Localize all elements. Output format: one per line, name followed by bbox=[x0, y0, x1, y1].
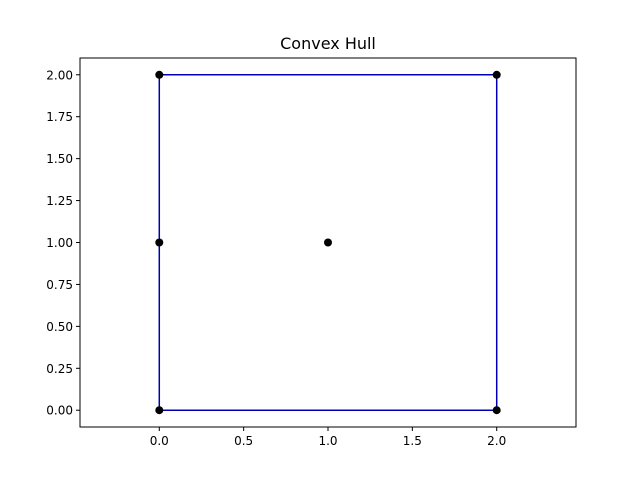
data-point bbox=[155, 70, 164, 79]
x-tick-label: 0.0 bbox=[150, 434, 169, 448]
y-tick-label: 1.50 bbox=[46, 152, 73, 166]
y-tick-label: 1.00 bbox=[46, 236, 73, 250]
axis-ticks: 0.0 0.5 1.0 1.5 2.0 0.00 0.25 0.50 0.75 1.00 1.25 1… bbox=[46, 68, 506, 448]
y-tick-label: 0.75 bbox=[46, 278, 73, 292]
data-point bbox=[155, 238, 164, 247]
y-tick-label: 0.50 bbox=[46, 320, 73, 334]
chart-title: Convex Hull bbox=[280, 34, 376, 53]
x-tick-label: 0.5 bbox=[234, 434, 253, 448]
points-layer bbox=[155, 70, 501, 415]
x-tick-label: 2.0 bbox=[487, 434, 506, 448]
data-point bbox=[492, 70, 501, 79]
y-tick-label: 0.00 bbox=[46, 404, 73, 418]
y-tick-label: 1.25 bbox=[46, 194, 73, 208]
data-point bbox=[155, 406, 164, 415]
x-tick-label: 1.0 bbox=[318, 434, 337, 448]
y-tick-label: 0.25 bbox=[46, 362, 73, 376]
y-tick-label: 1.75 bbox=[46, 110, 73, 124]
data-point bbox=[324, 238, 332, 247]
hull-layer bbox=[158, 74, 498, 411]
data-point bbox=[492, 406, 501, 415]
x-tick-label: 1.5 bbox=[403, 434, 422, 448]
plot-frame bbox=[79, 57, 577, 428]
y-tick-label: 2.00 bbox=[46, 68, 73, 82]
